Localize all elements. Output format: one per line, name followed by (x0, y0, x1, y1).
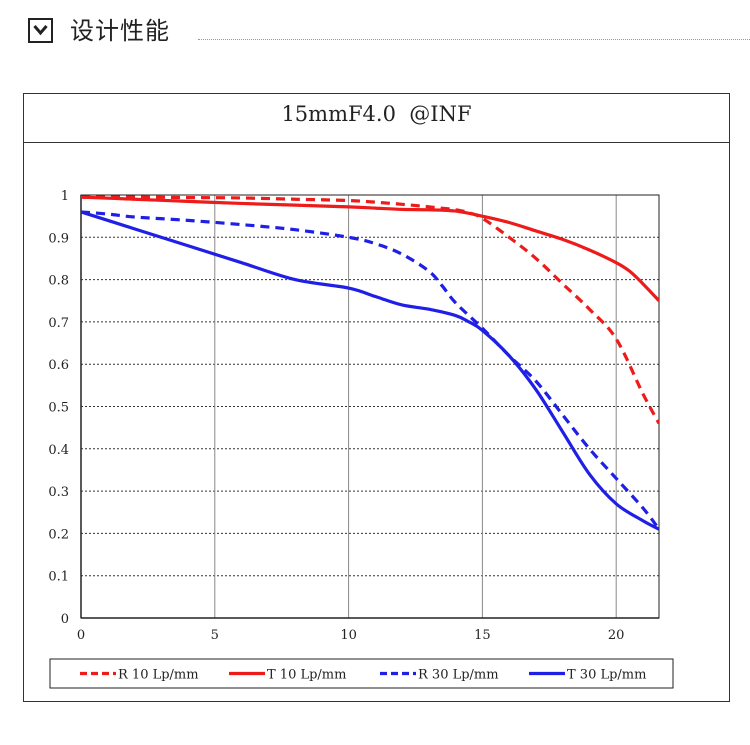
collapse-toggle[interactable] (28, 18, 53, 43)
grid (81, 194, 659, 618)
section-divider (198, 39, 750, 40)
y-tick-label: 0.9 (48, 231, 69, 246)
y-tick-label: 0.2 (48, 527, 69, 542)
section-title: 设计性能 (70, 17, 170, 45)
series-line-t-30-lp-mm (81, 210, 659, 531)
y-tick-label: 0.8 (48, 274, 69, 289)
y-tick-label: 0.3 (48, 485, 69, 500)
x-tick-label: 10 (340, 628, 357, 643)
chart-title-bar: 15mmF4.0 @INF (24, 94, 729, 143)
x-tick-label: 5 (211, 628, 219, 643)
series-line-r-30-lp-mm (81, 210, 659, 531)
y-tick-label: 0.1 (48, 570, 69, 585)
series-line-t-10-lp-mm (81, 195, 659, 302)
legend: R 10 Lp/mm T 10 Lp/mm R 30 Lp/mm T 30 Lp/mm (49, 658, 674, 689)
x-tick-label: 15 (474, 628, 491, 643)
series-line-r-10-lp-mm (81, 195, 659, 425)
y-tick-label: 0 (61, 612, 69, 627)
chevron-down-icon (33, 25, 48, 36)
series-layer (81, 195, 659, 531)
chart-title: 15mmF4.0 @INF (281, 102, 472, 126)
section-header: 设计性能 (28, 14, 750, 54)
y-tick-label: 1 (61, 189, 69, 204)
x-tick-label: 0 (77, 628, 85, 643)
axes (80, 194, 660, 619)
legend-label: T 30 Lp/mm (567, 668, 646, 683)
y-tick-label: 0.4 (48, 443, 69, 458)
legend-label: R 30 Lp/mm (418, 668, 499, 683)
y-tick-label: 0.7 (48, 316, 69, 331)
tick-labels: 00.10.20.30.40.50.60.70.80.910 5 10 15 20 (48, 189, 624, 643)
x-tick-label: 20 (608, 628, 625, 643)
y-tick-label: 0.5 (48, 401, 69, 416)
legend-box (49, 658, 674, 689)
y-tick-label: 0.6 (48, 358, 69, 373)
legend-label: T 10 Lp/mm (267, 668, 346, 683)
legend-label: R 10 Lp/mm (118, 668, 199, 683)
